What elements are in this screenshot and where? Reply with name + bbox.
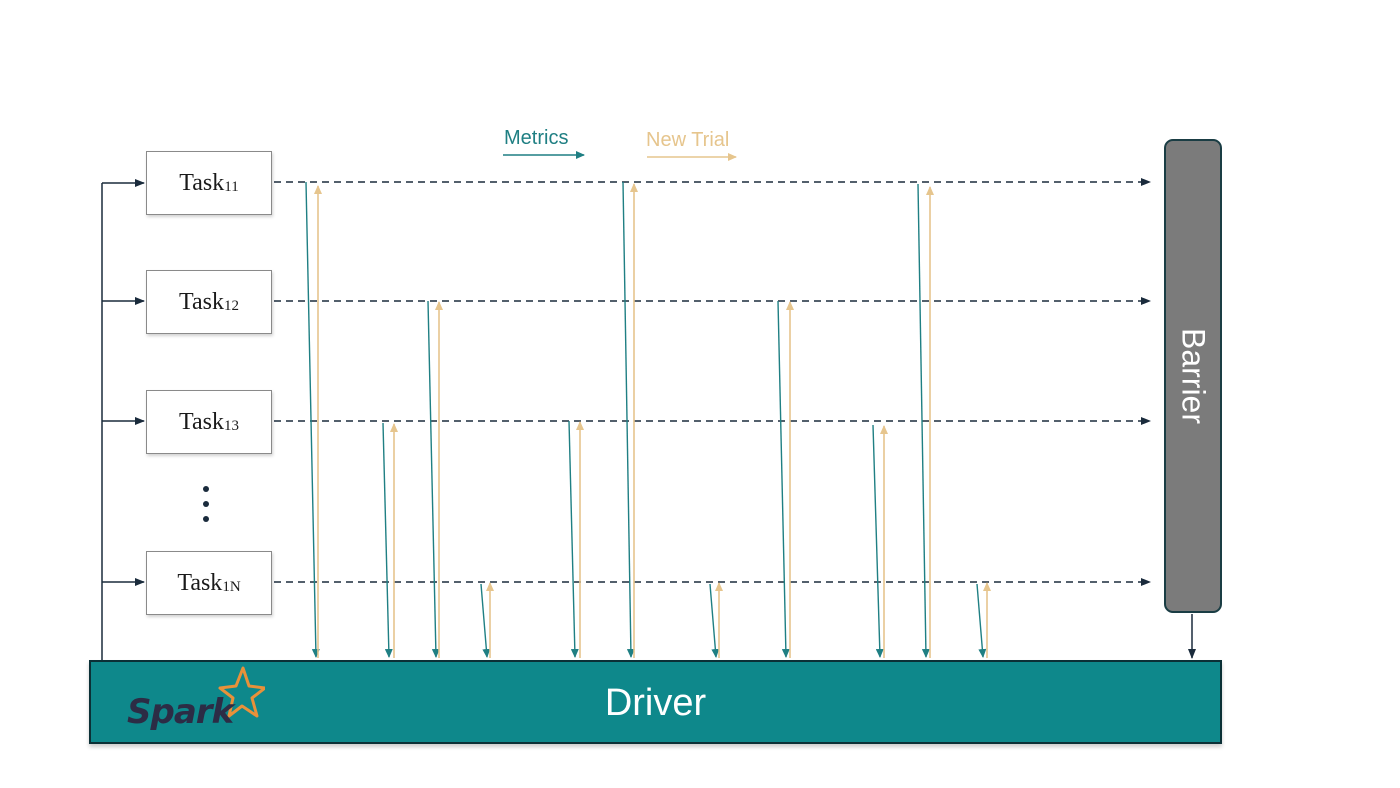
task-box-13: Task 13 — [146, 390, 272, 454]
vertical-ellipsis — [203, 486, 211, 522]
metrics-arrow — [382, 422, 393, 658]
task-subscript: 11 — [224, 178, 239, 195]
task-box-12: Task 12 — [146, 270, 272, 334]
task-label: Task — [179, 408, 224, 435]
metrics-arrow — [777, 300, 790, 658]
task-timelines — [274, 178, 1151, 586]
new-trial-arrows — [314, 183, 991, 658]
legend-metrics-label: Metrics — [504, 127, 569, 149]
task-label: Task — [179, 169, 225, 196]
metrics-arrow — [622, 181, 635, 658]
legend-new-trial-label: New Trial — [646, 129, 730, 151]
metrics-arrow — [872, 424, 884, 658]
barrier-block: Barrier — [1164, 139, 1222, 613]
ellipsis-dot — [203, 501, 209, 507]
metrics-arrow — [305, 181, 320, 658]
task-subscript: 13 — [223, 417, 239, 434]
metrics-arrows — [305, 181, 987, 658]
metrics-arrow — [709, 583, 720, 658]
ellipsis-dot — [203, 486, 209, 492]
ellipsis-dot — [203, 516, 209, 522]
metrics-arrow — [480, 583, 491, 658]
task-subscript: 12 — [223, 297, 239, 314]
task-label: Task — [179, 288, 224, 315]
metrics-arrow — [917, 183, 930, 658]
task-box-11: Task 11 — [146, 151, 272, 215]
metrics-arrow — [427, 300, 440, 658]
task-subscript: 1N — [222, 578, 241, 595]
driver-block: Spark Driver — [89, 660, 1222, 744]
driver-feed-lines — [101, 179, 145, 660]
task-box-1n: Task 1N — [146, 551, 272, 615]
barrier-label: Barrier — [1175, 327, 1212, 425]
task-label: Task — [177, 569, 223, 596]
spark-logo-text: Spark — [127, 692, 234, 732]
metrics-arrow — [976, 583, 987, 658]
spark-star-icon — [218, 666, 265, 718]
driver-label: Driver — [604, 682, 707, 724]
metrics-arrow — [568, 420, 579, 658]
